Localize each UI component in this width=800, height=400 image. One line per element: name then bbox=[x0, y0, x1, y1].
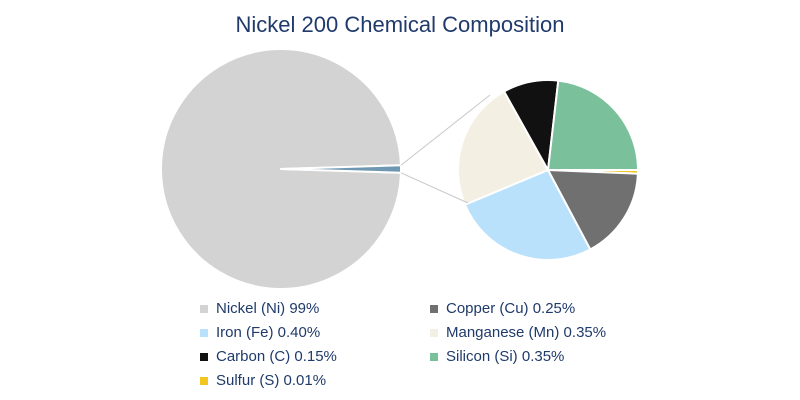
connector-line-bottom bbox=[400, 172, 469, 204]
main-pie-slice-others bbox=[280, 164, 403, 174]
legend-item: Silicon (Si) 0.35% bbox=[430, 346, 690, 367]
legend-label: Copper (Cu) 0.25% bbox=[446, 300, 576, 317]
legend-label: Manganese (Mn) 0.35% bbox=[446, 324, 607, 341]
chart-title: Nickel 200 Chemical Composition bbox=[235, 12, 565, 37]
secondary-pie-slice-silicon-si bbox=[547, 79, 639, 171]
legend-item: Iron (Fe) 0.40% bbox=[200, 322, 430, 343]
legend-item: Nickel (Ni) 99% bbox=[200, 298, 430, 319]
legend-label: Iron (Fe) 0.40% bbox=[216, 324, 321, 341]
legend-label: Sulfur (S) 0.01% bbox=[216, 372, 327, 389]
legend-swatch bbox=[430, 304, 438, 313]
legend-swatch bbox=[430, 328, 438, 337]
legend-label: Nickel (Ni) 99% bbox=[216, 300, 320, 317]
legend-swatch bbox=[200, 352, 208, 361]
legend-item: Carbon (C) 0.15% bbox=[200, 346, 430, 367]
legend-label: Carbon (C) 0.15% bbox=[216, 348, 337, 365]
legend: Nickel (Ni) 99% Copper (Cu) 0.25% Iron (Fe… bbox=[200, 298, 720, 391]
secondary-pie-slice-manganese-mn bbox=[457, 90, 549, 206]
connector-line-top bbox=[400, 94, 491, 166]
secondary-pie-slice-copper-cu bbox=[547, 169, 639, 251]
legend-swatch bbox=[430, 352, 438, 361]
legend-swatch bbox=[200, 304, 208, 313]
legend-swatch bbox=[200, 376, 208, 385]
legend-swatch bbox=[200, 328, 208, 337]
legend-item: Sulfur (S) 0.01% bbox=[200, 370, 430, 391]
legend-item: Manganese (Mn) 0.35% bbox=[430, 322, 690, 343]
legend-label: Silicon (Si) 0.35% bbox=[446, 348, 565, 365]
legend-item: Copper (Cu) 0.25% bbox=[430, 298, 690, 319]
